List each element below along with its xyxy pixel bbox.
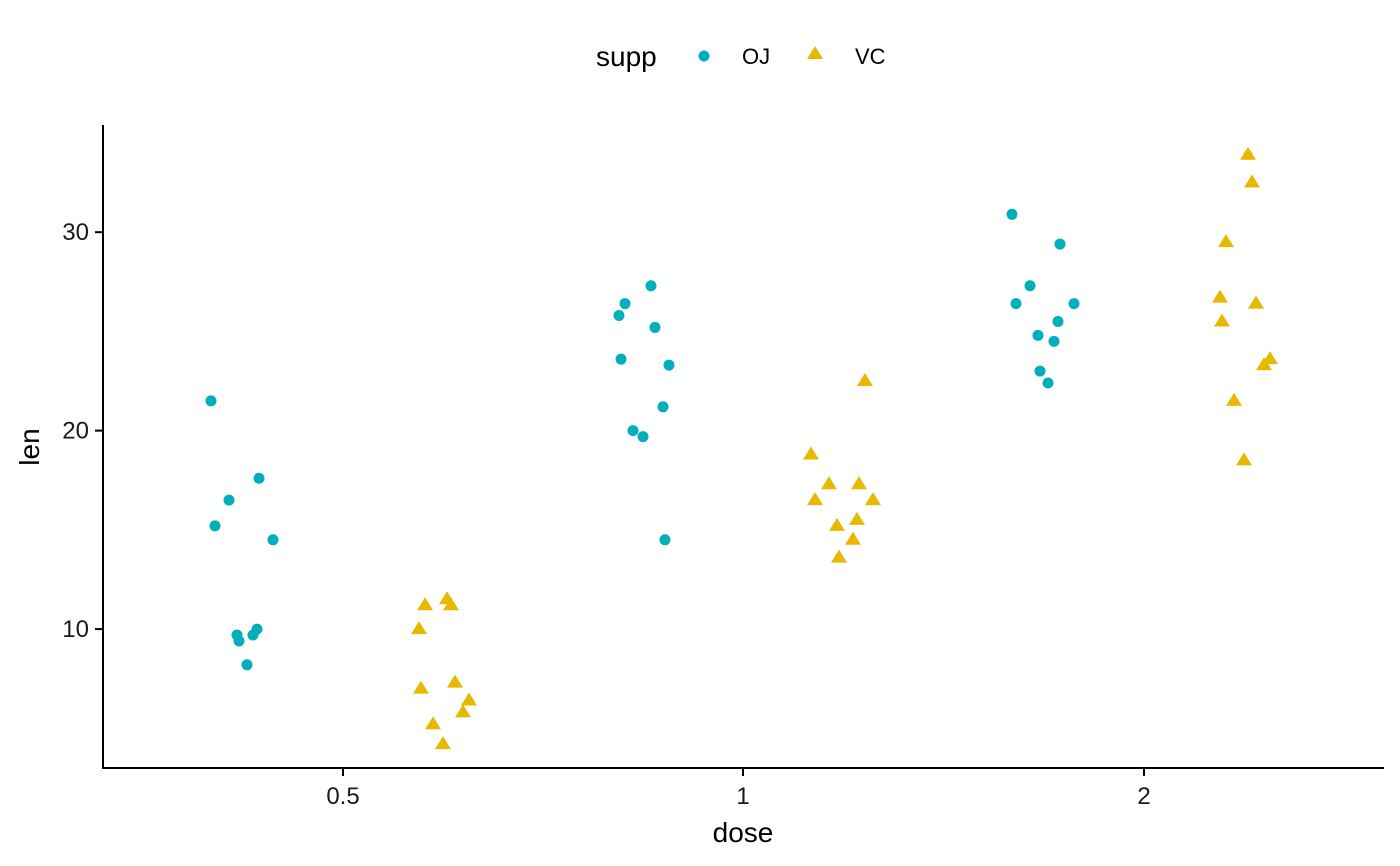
data-point-vc — [1218, 234, 1234, 248]
data-point-vc — [1236, 452, 1252, 466]
data-point-vc — [443, 597, 459, 611]
data-point-oj — [1010, 298, 1022, 310]
data-point-vc — [807, 492, 823, 506]
data-point-oj — [1034, 365, 1046, 377]
legend-oj-marker — [698, 50, 710, 62]
data-point-oj — [267, 534, 279, 546]
data-point-oj — [253, 472, 265, 484]
data-point-vc — [845, 531, 861, 545]
data-point-vc — [417, 597, 433, 611]
x-tick-label: 1 — [736, 783, 749, 810]
legend-vc-label: VC — [855, 44, 886, 69]
data-point-vc — [1214, 313, 1230, 327]
data-point-vc — [829, 517, 845, 531]
data-point-oj — [247, 629, 259, 641]
x-axis-title: dose — [713, 817, 774, 848]
data-point-vc — [831, 549, 847, 563]
data-point-vc — [1256, 357, 1272, 371]
data-point-vc — [435, 736, 451, 750]
data-points — [205, 146, 1278, 750]
data-point-vc — [849, 511, 865, 525]
data-point-vc — [411, 621, 427, 635]
data-point-oj — [209, 520, 221, 532]
data-point-oj — [663, 359, 675, 371]
axes: 10 20 30 0.5 1 2 dose len — [14, 125, 1384, 848]
y-tick-label: 10 — [62, 616, 89, 643]
data-point-oj — [627, 425, 639, 437]
data-point-vc — [857, 373, 873, 387]
x-tick-label: 0.5 — [326, 783, 359, 810]
data-point-oj — [1006, 208, 1018, 220]
data-point-oj — [1032, 329, 1044, 341]
data-point-oj — [1042, 377, 1054, 389]
data-point-vc — [865, 492, 881, 506]
data-point-vc — [461, 692, 477, 706]
data-point-oj — [657, 401, 669, 413]
data-point-oj — [1048, 335, 1060, 347]
data-point-oj — [649, 321, 661, 333]
y-tick-label: 30 — [62, 219, 89, 246]
data-point-vc — [1240, 146, 1256, 160]
data-point-oj — [1052, 315, 1064, 327]
data-point-vc — [425, 716, 441, 730]
y-axis-title: len — [14, 428, 45, 465]
data-point-vc — [1248, 295, 1264, 309]
data-point-oj — [619, 298, 631, 310]
data-point-oj — [613, 310, 625, 322]
y-tick-label: 20 — [62, 418, 89, 445]
data-point-oj — [659, 534, 671, 546]
x-ticks: 0.5 1 2 — [326, 768, 1151, 810]
data-point-vc — [821, 476, 837, 490]
data-point-oj — [223, 494, 235, 506]
legend-oj-label: OJ — [742, 44, 770, 69]
data-point-oj — [615, 353, 627, 365]
data-point-vc — [1212, 289, 1228, 303]
data-point-oj — [205, 395, 217, 407]
x-tick-label: 2 — [1137, 783, 1150, 810]
data-point-vc — [1226, 392, 1242, 406]
data-point-oj — [1054, 238, 1066, 250]
data-point-vc — [447, 674, 463, 688]
data-point-vc — [455, 704, 471, 718]
data-point-oj — [241, 659, 253, 671]
y-ticks: 10 20 30 — [62, 219, 103, 643]
legend-vc-marker — [807, 46, 823, 59]
data-point-oj — [233, 635, 245, 647]
data-point-oj — [1024, 280, 1036, 292]
data-point-vc — [803, 446, 819, 460]
data-point-oj — [637, 431, 649, 443]
data-point-vc — [1244, 174, 1260, 188]
data-point-oj — [645, 280, 657, 292]
data-point-vc — [413, 680, 429, 694]
data-point-vc — [851, 476, 867, 490]
legend-title: supp — [596, 41, 657, 72]
data-point-oj — [1068, 298, 1080, 310]
legend: supp OJ VC — [596, 41, 886, 72]
